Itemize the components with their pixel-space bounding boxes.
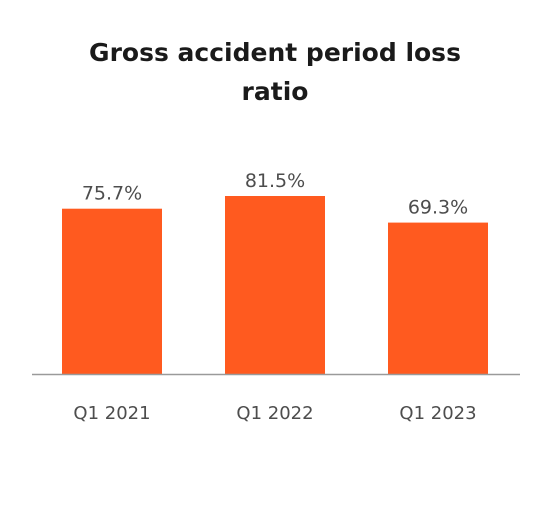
bar-q1-2023 — [388, 222, 488, 374]
ticks-layer: Q1 2021 Q1 2022 Q1 2023 — [73, 403, 476, 424]
data-label: 75.7% — [82, 183, 142, 205]
bar-q1-2022 — [225, 196, 325, 374]
chart-title: Gross accident period loss ratio — [89, 38, 461, 106]
data-label: 81.5% — [245, 170, 305, 192]
x-tick-label: Q1 2023 — [399, 403, 476, 424]
x-tick-label: Q1 2022 — [236, 403, 313, 424]
x-tick-label: Q1 2021 — [73, 403, 150, 424]
bars-layer — [62, 196, 488, 374]
labels-layer: 75.7% 81.5% 69.3% — [82, 170, 468, 219]
bar-q1-2021 — [62, 208, 162, 374]
data-label: 69.3% — [408, 197, 468, 219]
